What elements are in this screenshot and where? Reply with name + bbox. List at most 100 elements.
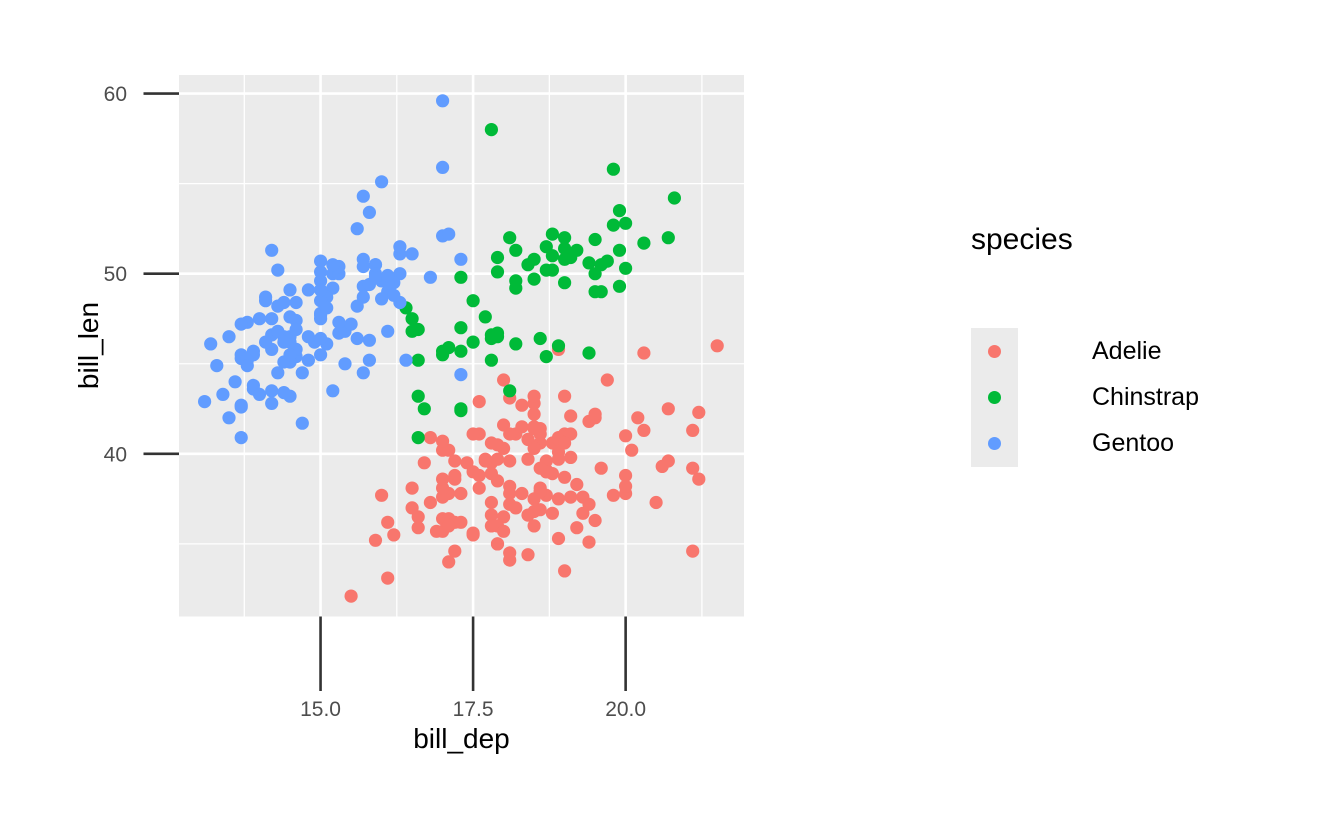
legend-dot-icon xyxy=(988,344,1001,358)
data-point-gentoo xyxy=(387,288,401,302)
data-point-adelie xyxy=(454,486,468,501)
data-point-gentoo xyxy=(228,375,242,389)
data-point-gentoo xyxy=(198,395,212,409)
data-point-chinstrap xyxy=(619,216,633,230)
data-point-adelie xyxy=(619,479,633,493)
legend-dot-icon xyxy=(988,390,1001,404)
data-point-chinstrap xyxy=(527,252,541,266)
y-tick-label: 40 xyxy=(104,443,127,466)
data-point-gentoo xyxy=(259,335,273,349)
data-point-adelie xyxy=(686,461,700,475)
data-point-gentoo xyxy=(399,353,413,367)
data-point-adelie xyxy=(692,405,706,419)
data-point-chinstrap xyxy=(558,231,572,245)
data-point-gentoo xyxy=(252,387,267,401)
data-point-adelie xyxy=(551,452,566,466)
data-point-chinstrap xyxy=(539,240,553,254)
data-point-gentoo xyxy=(216,387,230,401)
data-point-adelie xyxy=(497,524,511,538)
data-point-gentoo xyxy=(289,322,303,337)
data-point-adelie xyxy=(448,472,462,486)
legend-item-label: Adelie xyxy=(1092,336,1162,365)
data-point-chinstrap xyxy=(490,265,505,279)
data-point-gentoo xyxy=(356,189,370,203)
data-point-adelie xyxy=(484,495,498,510)
data-point-gentoo xyxy=(326,384,340,398)
data-point-adelie xyxy=(637,423,651,437)
data-point-gentoo xyxy=(265,396,279,410)
data-point-adelie xyxy=(570,521,584,535)
x-tick-label: 20.0 xyxy=(605,698,646,721)
data-point-gentoo xyxy=(314,312,328,326)
data-point-gentoo xyxy=(234,317,248,331)
x-tick-label: 15.0 xyxy=(300,698,341,721)
x-axis-title: bill_dep xyxy=(413,723,510,754)
data-point-gentoo xyxy=(436,160,450,174)
y-tick-label: 50 xyxy=(104,263,127,286)
data-point-adelie xyxy=(527,389,541,403)
data-point-adelie xyxy=(582,535,596,549)
data-point-adelie xyxy=(637,346,651,360)
data-point-adelie xyxy=(381,515,395,529)
data-point-gentoo xyxy=(326,258,340,272)
data-point-adelie xyxy=(490,474,505,488)
data-point-gentoo xyxy=(222,330,236,344)
legend-item-gentoo: Gentoo xyxy=(971,420,1199,467)
data-point-gentoo xyxy=(381,324,395,338)
data-point-adelie xyxy=(570,477,584,492)
data-point-gentoo xyxy=(283,283,297,297)
data-point-chinstrap xyxy=(454,344,468,358)
data-point-chinstrap xyxy=(533,331,547,346)
data-point-adelie xyxy=(521,548,535,562)
data-point-chinstrap xyxy=(466,335,480,349)
data-point-adelie xyxy=(442,519,456,533)
data-point-adelie xyxy=(490,537,505,551)
y-tick-label: 60 xyxy=(104,83,127,106)
data-point-adelie xyxy=(619,429,633,443)
data-point-gentoo xyxy=(381,268,395,283)
data-point-gentoo xyxy=(375,292,389,306)
data-point-chinstrap xyxy=(509,243,523,257)
data-point-adelie xyxy=(478,452,492,466)
data-point-adelie xyxy=(564,490,578,504)
data-point-adelie xyxy=(515,398,529,412)
data-point-gentoo xyxy=(210,359,224,373)
data-point-gentoo xyxy=(301,330,315,344)
data-point-adelie xyxy=(515,486,529,501)
data-point-adelie xyxy=(423,495,437,510)
data-point-adelie xyxy=(375,488,389,502)
data-point-adelie xyxy=(521,508,535,522)
data-point-gentoo xyxy=(314,283,328,297)
data-point-chinstrap xyxy=(411,389,425,403)
data-point-gentoo xyxy=(350,299,364,313)
data-point-chinstrap xyxy=(594,285,608,299)
data-point-chinstrap xyxy=(539,263,553,277)
data-point-gentoo xyxy=(314,265,328,279)
data-point-gentoo xyxy=(271,324,285,338)
data-point-adelie xyxy=(344,589,358,603)
data-point-gentoo xyxy=(314,331,328,346)
data-point-adelie xyxy=(466,427,480,441)
data-point-adelie xyxy=(381,571,395,585)
data-point-adelie xyxy=(527,519,541,533)
y-axis-title: bill_len xyxy=(73,301,104,390)
data-point-chinstrap xyxy=(545,227,560,241)
data-point-chinstrap xyxy=(527,272,541,286)
data-point-adelie xyxy=(527,407,541,421)
data-point-chinstrap xyxy=(558,241,572,256)
data-point-adelie xyxy=(417,456,431,470)
data-point-adelie xyxy=(600,373,614,387)
data-point-adelie xyxy=(472,481,486,495)
data-point-adelie xyxy=(484,519,498,533)
legend-key xyxy=(971,328,1018,375)
data-point-adelie xyxy=(588,407,602,421)
data-point-gentoo xyxy=(277,335,291,349)
data-point-chinstrap xyxy=(606,218,621,232)
data-point-adelie xyxy=(436,434,450,448)
data-point-adelie xyxy=(545,506,560,520)
data-point-adelie xyxy=(503,454,517,468)
data-point-adelie xyxy=(558,470,572,484)
data-point-adelie xyxy=(497,373,511,387)
data-point-adelie xyxy=(405,481,419,495)
